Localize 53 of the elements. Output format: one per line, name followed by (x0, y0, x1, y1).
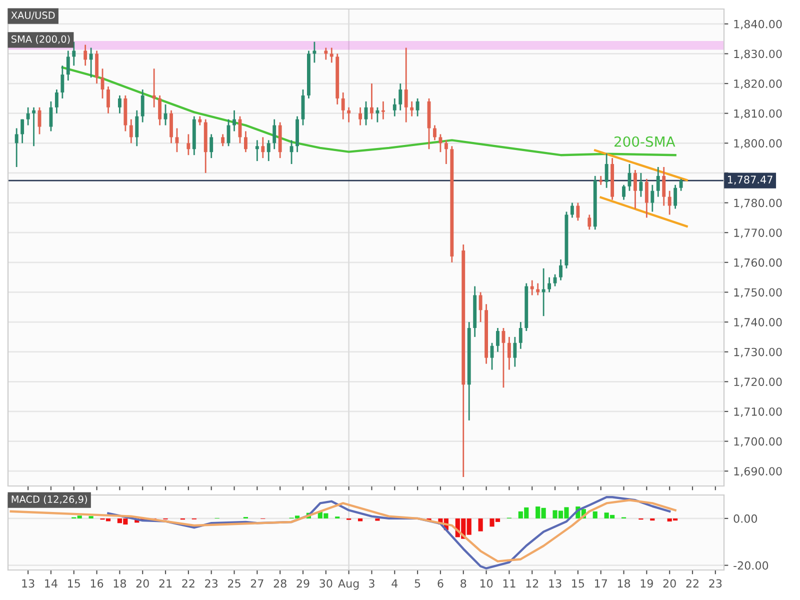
x-tick-label: 30 (320, 579, 332, 588)
y-tick-label: 1,720.00 (734, 378, 782, 388)
chart-title: XAU/USD (11, 12, 55, 20)
x-tick-label: 28 (274, 579, 286, 588)
y-tick-label: 1,730.00 (734, 348, 782, 358)
x-tick-label: 16 (90, 579, 104, 588)
y-tick-label: 1,700.00 (734, 437, 782, 447)
x-tick-label: 13 (549, 579, 562, 588)
x-tick-label: 17 (595, 579, 607, 588)
x-tick-label: 15 (572, 579, 584, 588)
y-tick-label: 1,840.00 (734, 20, 782, 30)
x-tick-label: 21 (159, 579, 172, 588)
x-tick-label: 3 (369, 579, 374, 588)
annotation: SMA (200,0) (12, 35, 70, 44)
x-tick-label: 11 (503, 579, 516, 588)
y-tick-label: -20.00 (734, 561, 768, 570)
y-tick-label: 0.00 (734, 514, 758, 523)
x-tick-label: 19 (640, 579, 653, 588)
x-tick-label: 20 (136, 579, 149, 588)
y-tick-label: 1,760.00 (734, 258, 782, 268)
x-tick-label: 14 (45, 579, 58, 588)
y-tick-label: 1,830.00 (734, 50, 782, 60)
y-tick-label: 1,740.00 (734, 318, 782, 328)
x-tick-label: 10 (480, 579, 493, 588)
x-tick-label: 22 (686, 579, 698, 588)
x-tick-label: 23 (205, 579, 218, 588)
y-tick-label: 1,710.00 (734, 407, 782, 417)
x-tick-label: 22 (182, 579, 194, 588)
y-tick-label: 1,750.00 (734, 288, 782, 298)
y-tick-label: 1,810.00 (734, 109, 782, 119)
x-tick-label: 8 (460, 579, 466, 588)
y-tick-label: 1,690.00 (734, 467, 782, 477)
x-tick-label: 25 (228, 579, 240, 588)
series-label: 200-SMA (614, 136, 676, 147)
y-tick-label: 1,820.00 (734, 80, 782, 90)
y-tick-label: 1,770.00 (734, 228, 782, 238)
x-tick-label: 23 (709, 579, 722, 588)
x-tick-label: 4 (392, 579, 398, 588)
x-tick-label: 13 (22, 579, 34, 588)
x-tick-label: 18 (114, 579, 126, 588)
x-tick-label: 29 (296, 579, 310, 588)
y-tick-label: 1,780.00 (734, 198, 782, 208)
x-tick-label: 18 (618, 579, 630, 588)
x-tick-label: 6 (438, 579, 444, 588)
x-tick-label: Aug (338, 579, 359, 590)
x-tick-label: 20 (663, 579, 676, 588)
x-tick-label: 5 (414, 579, 420, 588)
x-tick-label: 12 (526, 579, 538, 588)
y-tick-label: 1,800.00 (734, 139, 782, 149)
annotation: MACD (12,26,9) (12, 495, 87, 504)
x-tick-label: 15 (68, 579, 80, 588)
ref-line-label: 1,787.47 (728, 176, 772, 185)
x-tick-label: 27 (250, 579, 264, 588)
